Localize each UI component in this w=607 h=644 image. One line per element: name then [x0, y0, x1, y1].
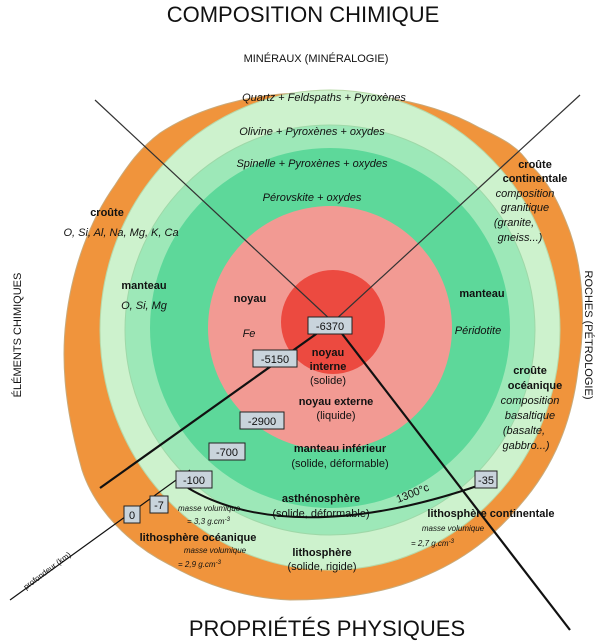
rock-cc-comp-2: granitique — [501, 202, 549, 214]
bottom-title: PROPRIÉTÉS PHYSIQUES — [189, 616, 465, 641]
minerals-subtitle: MINÉRAUX (MINÉRALOGIE) — [244, 52, 389, 65]
rock-co-1: croûte — [513, 365, 547, 377]
isotherm-curve — [187, 484, 481, 519]
rock-co-comp-3: (basalte, — [503, 425, 545, 437]
mineral-perovskite: Pérovskite + oxydes — [263, 192, 362, 204]
element-manteau-list: O, Si, Mg — [121, 300, 168, 312]
rock-cc-comp-3: (granite, — [494, 217, 534, 229]
mineral-quartz: Quartz + Feldspaths + Pyroxènes — [242, 92, 406, 104]
divider-line-left — [94, 99, 334, 323]
element-croute-list: O, Si, Al, Na, Mg, K, Ca — [63, 227, 178, 239]
phys-noyau-externe-1: noyau externe — [299, 396, 374, 408]
depth-box-100: -100 — [175, 470, 213, 489]
phys-noyau-interne-1: noyau — [312, 347, 344, 359]
phys-as-masse-volumique: masse volumique — [178, 504, 241, 513]
element-noyau-list: Fe — [243, 328, 256, 340]
top-title: COMPOSITION CHIMIQUE — [167, 2, 440, 27]
mineral-olivine: Olivine + Pyroxènes + oxydes — [239, 126, 385, 138]
depth-box-35: -35 — [474, 470, 498, 489]
depth-value-35: -35 — [478, 475, 494, 487]
depth-box-0: 0 — [123, 505, 141, 524]
depth-box-5150: -5150 — [252, 349, 298, 368]
element-manteau-label: manteau — [121, 280, 166, 292]
phys-lc-value: = 2,7 g.cm-3 — [411, 539, 455, 548]
phys-lo-value: = 2,9 g.cm-3 — [178, 560, 222, 569]
rock-cc-comp-1: composition — [496, 188, 555, 200]
depth-value-5150: -5150 — [261, 354, 289, 366]
rock-co-comp-2: basaltique — [505, 410, 555, 422]
rock-cc-2: continentale — [503, 173, 568, 185]
phys-asthenosphere-2: (solide, déformable) — [272, 508, 369, 520]
depth-box-6370: -6370 — [307, 316, 353, 335]
mineral-spinelle: Spinelle + Pyroxènes + oxydes — [236, 158, 388, 170]
phys-noyau-interne-3: (solide) — [310, 375, 346, 387]
phys-manteau-inferieur-2: (solide, déformable) — [291, 458, 388, 470]
depth-box-2900: -2900 — [239, 411, 285, 430]
depth-value-0: 0 — [129, 510, 135, 522]
phys-noyau-externe-2: (liquide) — [316, 410, 355, 422]
depth-value-6370: -6370 — [316, 321, 344, 333]
phys-asthenosphere-1: asthénosphère — [282, 493, 360, 505]
rock-manteau-label: manteau — [459, 288, 504, 300]
phys-manteau-inferieur-1: manteau inférieur — [294, 443, 387, 455]
element-croute-label: croûte — [90, 207, 124, 219]
element-noyau-label: noyau — [234, 293, 266, 305]
phys-lo-masse-volumique: masse volumique — [184, 546, 247, 555]
phys-lc-masse-volumique: masse volumique — [422, 524, 485, 533]
divider-line-bottom-right — [332, 321, 571, 631]
rock-co-comp-4: gabbro...) — [502, 440, 549, 452]
rock-cc-1: croûte — [518, 159, 552, 171]
rock-cc-comp-4: gneiss...) — [498, 232, 543, 244]
phys-lithosphere-continentale: lithosphère continentale — [427, 508, 554, 520]
phys-lithosphere-2: (solide, rigide) — [287, 561, 356, 573]
depth-value-2900: -2900 — [248, 416, 276, 428]
rock-co-2: océanique — [508, 380, 562, 392]
depth-axis-line — [9, 469, 191, 601]
depth-box-700: -700 — [208, 442, 246, 461]
phys-lithosphere-oceanique: lithosphère océanique — [140, 532, 257, 544]
phys-as-value: = 3,3 g.cm-3 — [187, 517, 231, 526]
depth-value-700: -700 — [216, 447, 238, 459]
depth-value-100: -100 — [183, 475, 205, 487]
divider-line-right — [332, 94, 581, 323]
phys-lithosphere-1: lithosphère — [292, 547, 351, 559]
left-vertical-title: ÉLÉMENTS CHIMIQUES — [11, 273, 24, 398]
right-vertical-title: ROCHES (PÉTROLOGIE) — [582, 271, 595, 400]
phys-noyau-interne-2: interne — [310, 361, 347, 373]
rock-co-comp-1: composition — [501, 395, 560, 407]
rock-peridotite: Péridotite — [455, 325, 501, 337]
depth-axis-label: profondeur (km) — [22, 550, 73, 592]
depth-box-7: -7 — [149, 495, 169, 514]
depth-value-7: -7 — [154, 500, 164, 512]
